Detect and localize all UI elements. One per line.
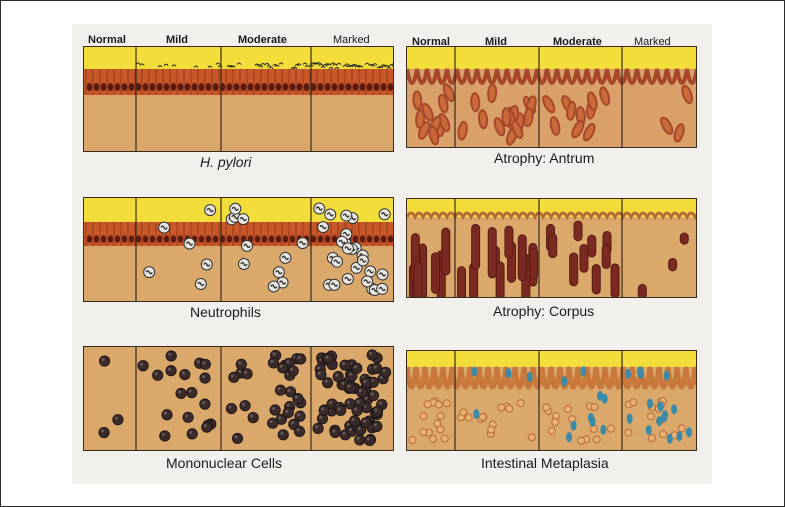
p-cor-illustration [407, 199, 696, 297]
caption-intestinal-metaplasia: Intestinal Metaplasia [481, 455, 609, 471]
grade-header-mild-right: Mild [485, 36, 507, 48]
caption-atrophy-corpus: Atrophy: Corpus [493, 303, 595, 319]
panel-intestinal-metaplasia [406, 350, 697, 451]
grade-header-normal-right: Normal [412, 36, 450, 48]
panel-mononuclear-cells [83, 346, 394, 451]
grade-header-normal-left: Normal [88, 34, 126, 46]
p-neu-illustration [84, 198, 393, 301]
p-ant-illustration [407, 47, 696, 147]
caption-h-pylori: H. pylori [200, 154, 252, 170]
caption-atrophy-antrum: Atrophy: Antrum [494, 150, 595, 166]
panel-neutrophils [83, 197, 394, 302]
grade-header-moderate-left: Moderate [238, 34, 287, 46]
panel-atrophy-corpus [406, 198, 697, 298]
p-hp-illustration [84, 47, 393, 151]
caption-neutrophils: Neutrophils [190, 304, 261, 320]
p-im-illustration [407, 351, 696, 450]
grade-header-mild-left: Mild [166, 34, 188, 46]
caption-mononuclear-cells: Mononuclear Cells [166, 455, 282, 471]
panel-atrophy-antrum [406, 46, 697, 148]
grade-header-marked-left: Marked [333, 34, 370, 46]
panel-h-pylori [83, 46, 394, 152]
p-mono-illustration [84, 347, 393, 450]
grade-header-moderate-right: Moderate [553, 36, 602, 48]
grade-header-marked-right: Marked [634, 36, 671, 48]
